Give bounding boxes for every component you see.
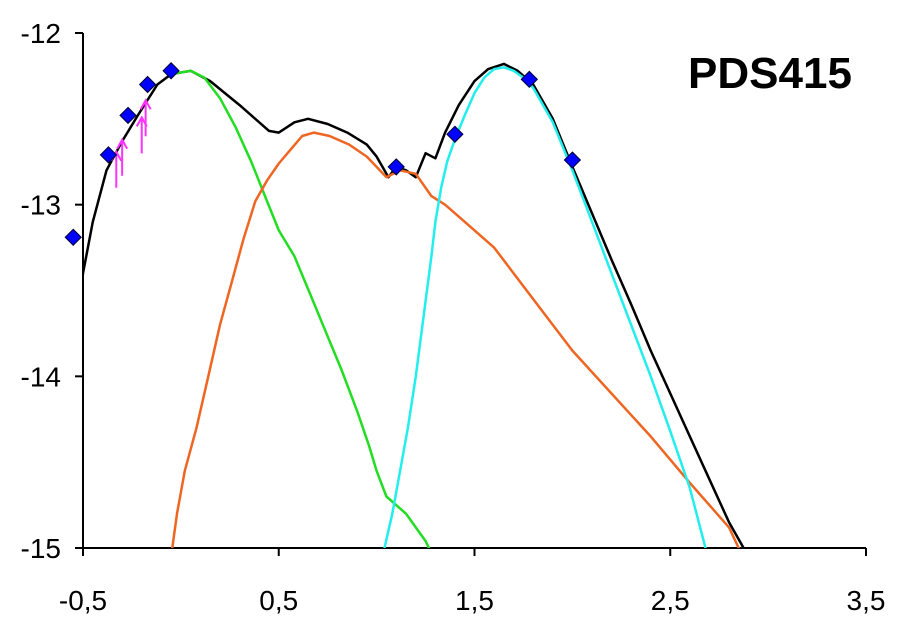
upper-limit-arrow bbox=[139, 98, 152, 137]
y-tick-label: -12 bbox=[21, 18, 61, 49]
data-point-marker bbox=[520, 70, 539, 89]
series-line-3 bbox=[383, 66, 707, 548]
data-point-marker bbox=[162, 62, 180, 80]
y-tick-label: -15 bbox=[21, 533, 61, 564]
data-point-marker bbox=[446, 125, 464, 143]
y-ticks: -12 -13 -14 -15 bbox=[21, 18, 83, 564]
x-tick-label: 3,5 bbox=[847, 585, 886, 616]
y-tick-label: -13 bbox=[21, 190, 61, 221]
series-line-1 bbox=[169, 69, 431, 548]
data-point-marker bbox=[99, 146, 118, 164]
series-layer bbox=[64, 62, 746, 548]
data-point-marker bbox=[387, 158, 405, 176]
axes bbox=[82, 33, 866, 549]
x-tick-label: 0,5 bbox=[259, 585, 298, 616]
series-line-2 bbox=[171, 131, 741, 548]
upper-limit-arrow bbox=[116, 137, 129, 176]
data-point-marker bbox=[138, 75, 157, 94]
data-point-marker bbox=[64, 228, 82, 246]
y-tick-label: -14 bbox=[21, 361, 61, 392]
x-tick-label: 2,5 bbox=[651, 585, 690, 616]
x-tick-label: -0,5 bbox=[59, 585, 107, 616]
data-point-marker bbox=[119, 106, 137, 125]
series-line-0 bbox=[83, 62, 746, 548]
x-tick-label: 1,5 bbox=[455, 585, 494, 616]
x-ticks: -0,5 0,5 1,5 2,5 3,5 bbox=[59, 548, 886, 616]
data-point-marker bbox=[563, 151, 582, 169]
chart-title: PDS415 bbox=[688, 49, 852, 98]
